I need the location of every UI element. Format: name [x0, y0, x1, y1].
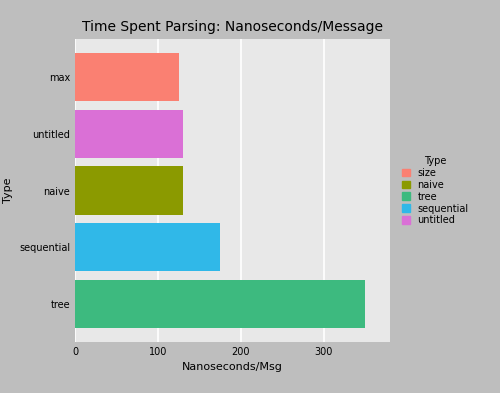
Title: Time Spent Parsing: Nanoseconds/Message: Time Spent Parsing: Nanoseconds/Message	[82, 20, 383, 34]
Bar	[75, 53, 178, 101]
Legend: size, naive, tree, sequential, untitled: size, naive, tree, sequential, untitled	[398, 152, 472, 230]
Y-axis label: Type: Type	[4, 178, 14, 203]
X-axis label: Nanoseconds/Msg: Nanoseconds/Msg	[182, 362, 283, 372]
Bar	[75, 110, 183, 158]
Bar	[75, 280, 365, 328]
Bar	[75, 223, 220, 272]
Bar	[75, 167, 183, 215]
